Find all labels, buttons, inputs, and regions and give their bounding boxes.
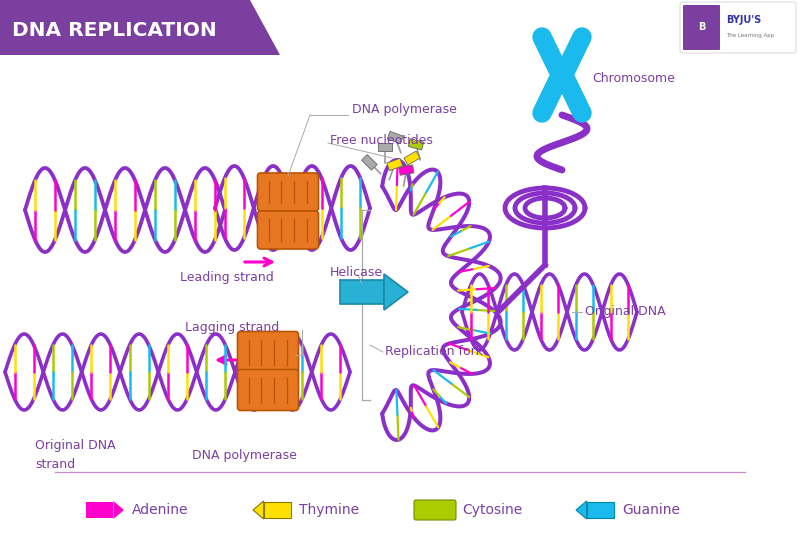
FancyBboxPatch shape xyxy=(414,500,456,520)
Polygon shape xyxy=(114,501,124,519)
FancyBboxPatch shape xyxy=(683,5,720,50)
Polygon shape xyxy=(386,158,402,171)
Text: Cytosine: Cytosine xyxy=(462,503,522,517)
FancyBboxPatch shape xyxy=(264,502,291,518)
Polygon shape xyxy=(362,155,377,170)
Polygon shape xyxy=(576,501,586,519)
Polygon shape xyxy=(384,274,408,310)
Text: Original DNA: Original DNA xyxy=(585,306,666,318)
FancyBboxPatch shape xyxy=(258,173,318,211)
Polygon shape xyxy=(378,143,392,151)
Text: DNA polymerase: DNA polymerase xyxy=(352,104,457,117)
Polygon shape xyxy=(408,139,424,150)
Polygon shape xyxy=(387,132,403,143)
Text: Replication fork: Replication fork xyxy=(385,345,483,359)
FancyBboxPatch shape xyxy=(680,2,796,53)
FancyBboxPatch shape xyxy=(238,369,298,410)
FancyBboxPatch shape xyxy=(238,331,298,373)
Text: The Learning App: The Learning App xyxy=(726,33,774,39)
Polygon shape xyxy=(253,501,264,519)
FancyBboxPatch shape xyxy=(258,211,318,249)
FancyBboxPatch shape xyxy=(586,502,614,518)
Polygon shape xyxy=(404,151,420,165)
Text: Guanine: Guanine xyxy=(622,503,680,517)
Polygon shape xyxy=(399,165,414,175)
Text: Free nucleotides: Free nucleotides xyxy=(330,134,433,147)
Polygon shape xyxy=(0,0,280,55)
Text: Original DNA
strand: Original DNA strand xyxy=(35,439,116,470)
Text: BYJU'S: BYJU'S xyxy=(726,15,762,25)
Text: Lagging strand: Lagging strand xyxy=(185,321,279,333)
Polygon shape xyxy=(340,280,384,304)
Text: DNA polymerase: DNA polymerase xyxy=(192,448,297,461)
Text: DNA REPLICATION: DNA REPLICATION xyxy=(12,20,217,40)
Text: B: B xyxy=(698,23,706,33)
Text: Thymine: Thymine xyxy=(299,503,359,517)
Text: Chromosome: Chromosome xyxy=(592,71,675,84)
Text: Adenine: Adenine xyxy=(132,503,189,517)
Text: Leading strand: Leading strand xyxy=(180,271,274,284)
FancyBboxPatch shape xyxy=(86,502,114,518)
Text: Helicase: Helicase xyxy=(330,265,383,279)
